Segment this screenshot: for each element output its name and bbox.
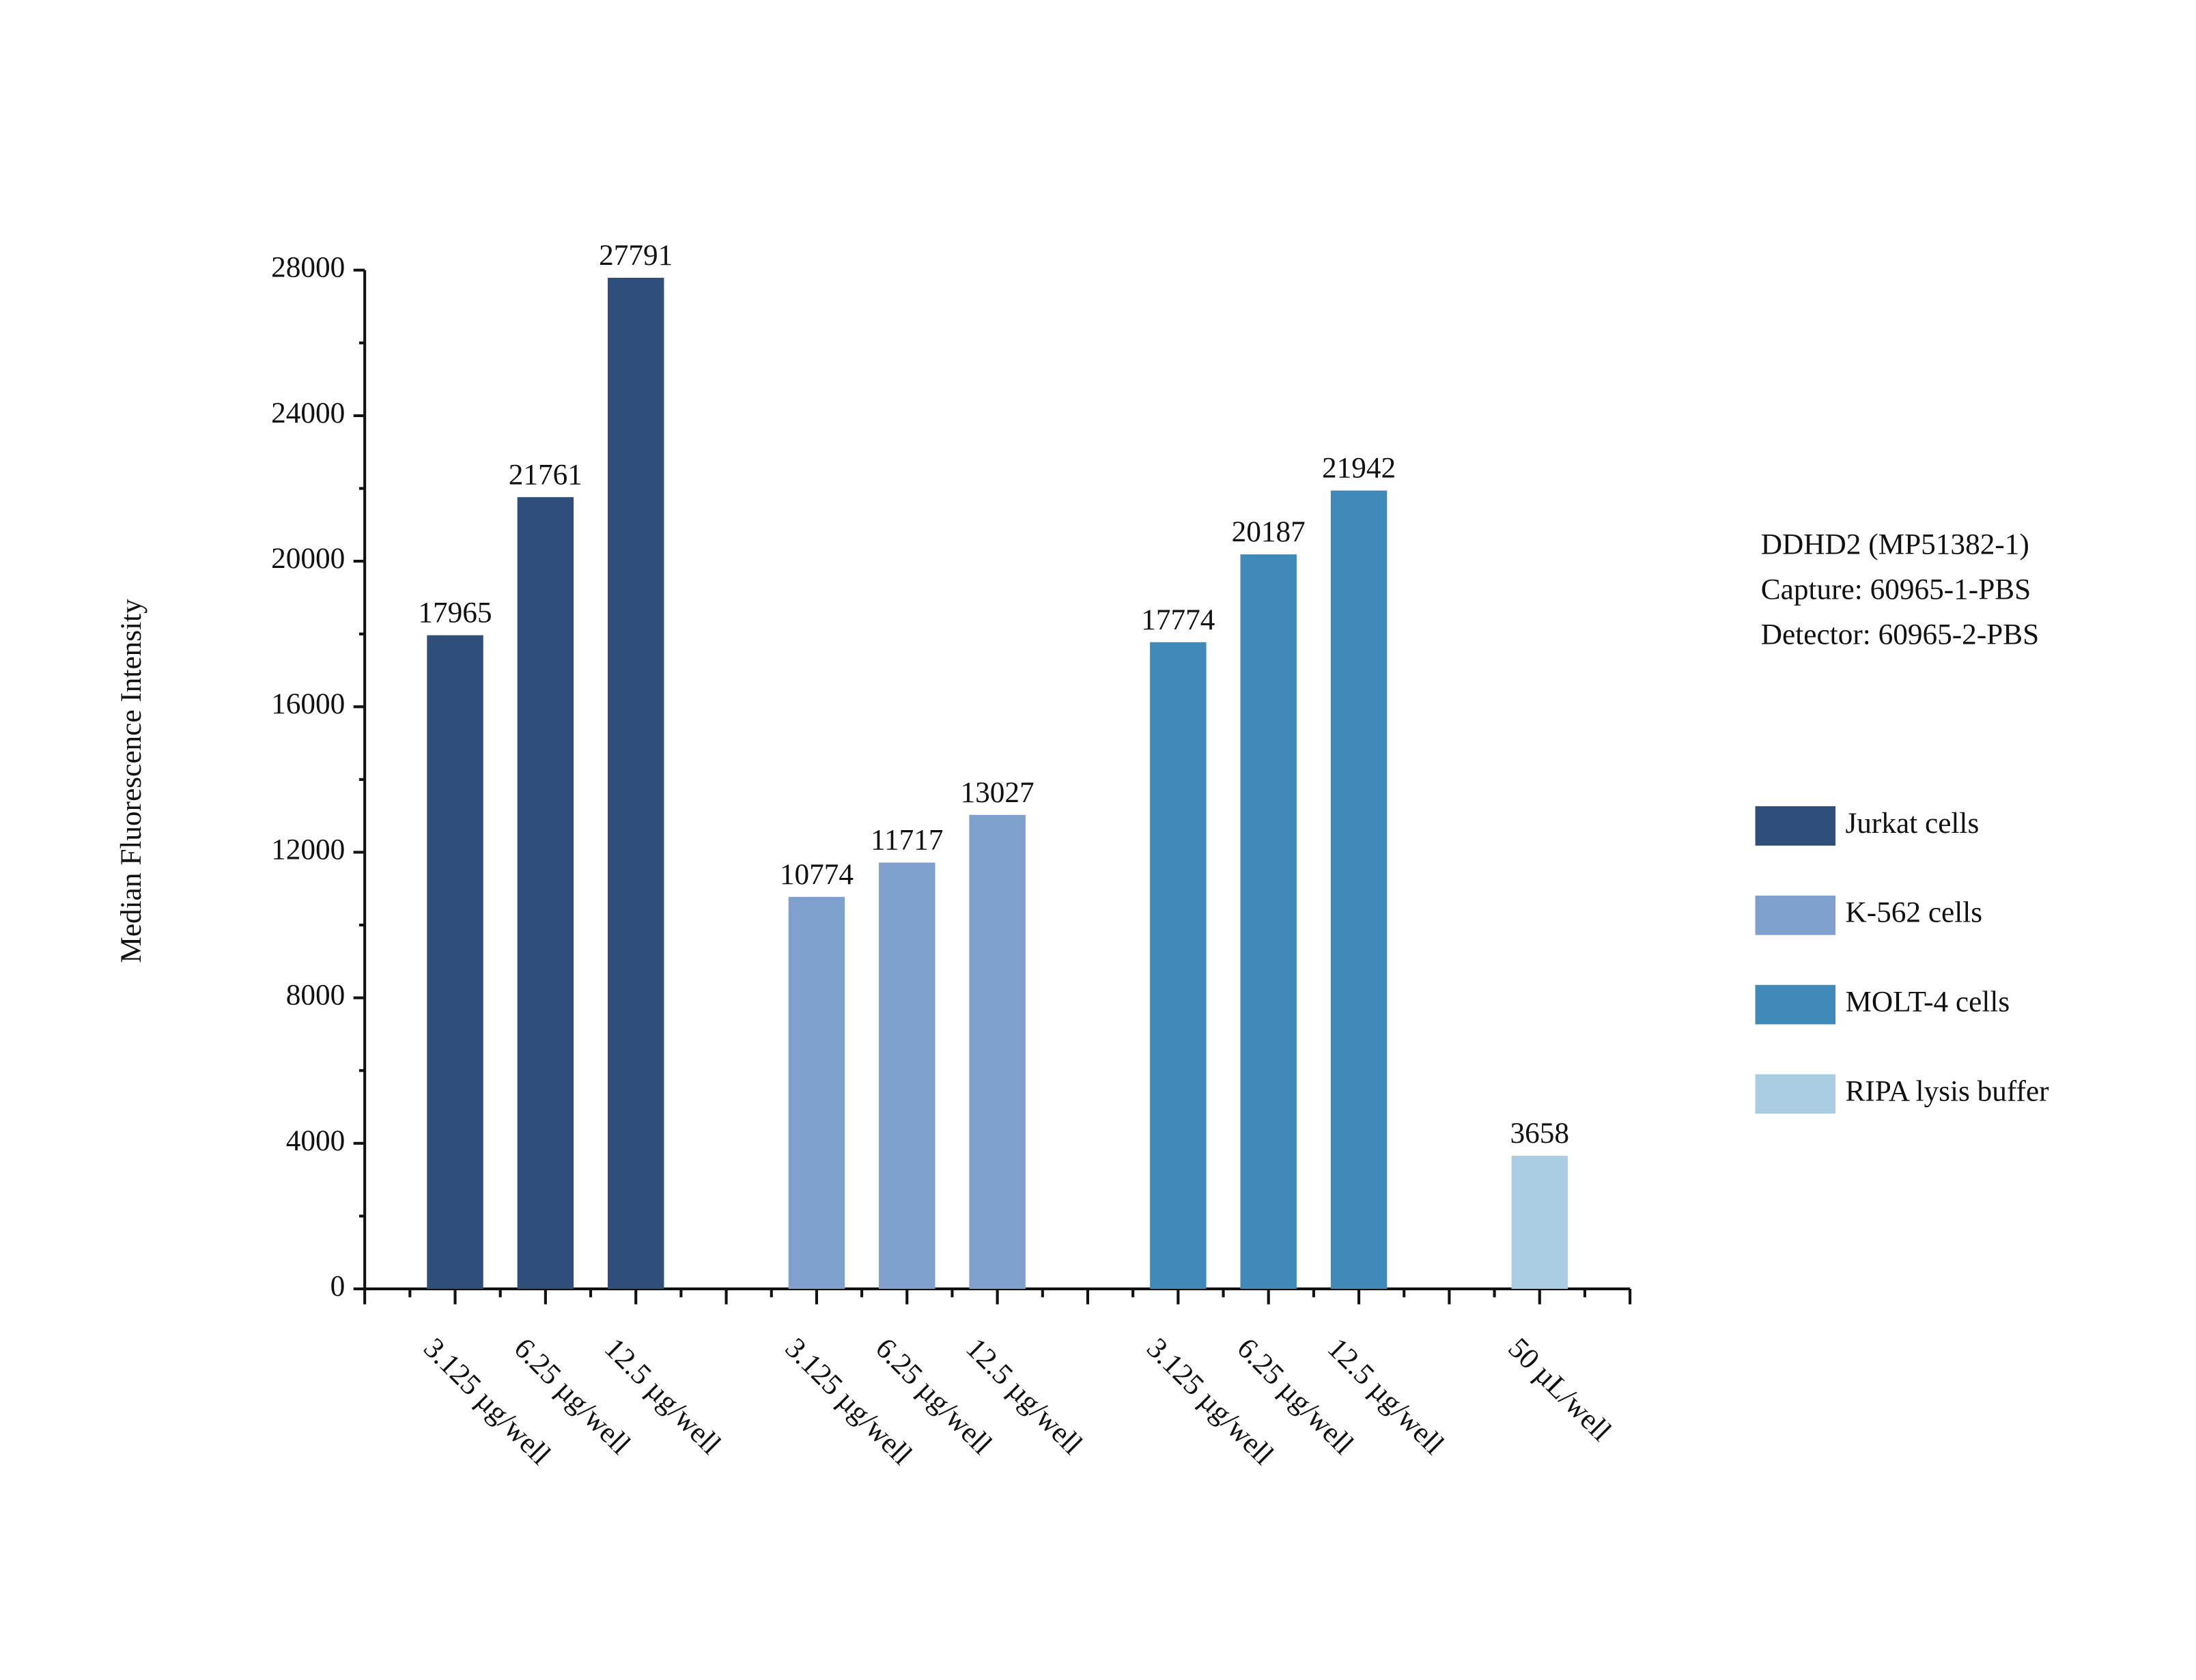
- bar: [1150, 642, 1207, 1290]
- legend-label: Jurkat cells: [1845, 807, 1979, 840]
- legend-label: MOLT-4 cells: [1845, 986, 2010, 1019]
- bar: [879, 862, 935, 1290]
- data-label: 3658: [1510, 1117, 1569, 1150]
- bar: [1511, 1156, 1568, 1290]
- legend-swatch: [1755, 1074, 1836, 1114]
- y-tick-label: 20000: [271, 542, 345, 575]
- data-label: 20187: [1232, 515, 1306, 548]
- legend-label: RIPA lysis buffer: [1845, 1074, 2049, 1107]
- bar: [607, 277, 664, 1290]
- y-tick-label: 0: [330, 1270, 346, 1302]
- data-label: 21942: [1322, 452, 1396, 485]
- legend-label: K-562 cells: [1845, 896, 1982, 929]
- data-label: 17774: [1141, 603, 1215, 636]
- data-label: 17965: [418, 597, 492, 629]
- bar: [427, 635, 483, 1290]
- y-tick-label: 12000: [271, 833, 345, 866]
- data-label: 27791: [599, 239, 673, 272]
- data-label: 13027: [961, 776, 1034, 809]
- bar: [788, 896, 845, 1290]
- annotation: Capture: 60965-1-PBS: [1761, 573, 2031, 606]
- bar: [517, 497, 574, 1290]
- annotation: Detector: 60965-2-PBS: [1761, 618, 2039, 651]
- annotation: DDHD2 (MP51382-1): [1761, 528, 2029, 561]
- data-label: 21761: [509, 458, 582, 491]
- y-tick-label: 28000: [271, 251, 345, 284]
- y-axis-label: Median Fluorescence Intensity: [115, 599, 147, 963]
- bar: [1330, 490, 1388, 1290]
- bar: [969, 814, 1026, 1290]
- y-tick-label: 4000: [286, 1124, 346, 1157]
- data-label: 11717: [871, 824, 944, 857]
- y-tick-label: 8000: [286, 979, 346, 1012]
- bar: [1240, 554, 1297, 1290]
- data-label: 10774: [780, 858, 854, 891]
- legend-swatch: [1755, 984, 1836, 1025]
- y-tick-label: 24000: [271, 397, 345, 429]
- y-tick-label: 16000: [271, 687, 345, 720]
- legend-swatch: [1755, 895, 1836, 935]
- legend-swatch: [1755, 806, 1836, 846]
- x-tick-label: 50 µL/well: [1502, 1332, 1618, 1448]
